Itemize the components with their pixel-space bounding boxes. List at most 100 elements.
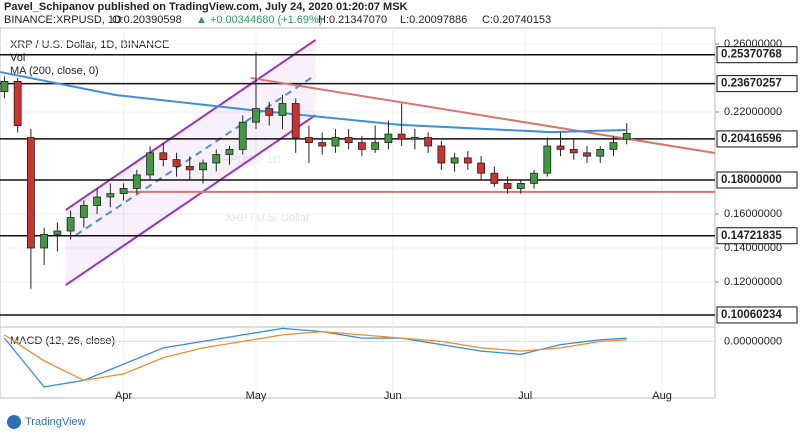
level-label: 0.18000000 <box>721 174 782 186</box>
legend-title: XRP / U.S. Dollar, 1D, BINANCE <box>10 39 169 51</box>
candle <box>410 129 419 150</box>
candle-body <box>410 137 419 140</box>
candle-body <box>53 230 62 235</box>
level-label: 0.23670257 <box>721 78 782 90</box>
candle-body <box>358 142 366 150</box>
candle <box>569 139 578 160</box>
candle <box>53 222 62 252</box>
candle-body <box>106 193 115 198</box>
candle <box>490 166 499 187</box>
candle <box>596 146 605 164</box>
candle-body <box>318 142 327 147</box>
candle-body <box>278 103 287 116</box>
candle-body <box>132 174 141 189</box>
y-tick-label: 0.16000000 <box>724 208 782 220</box>
candle <box>252 52 260 130</box>
candle <box>225 146 234 165</box>
candle-body <box>490 172 499 184</box>
candle <box>543 137 552 177</box>
level-label-box <box>716 75 798 93</box>
candle <box>503 176 512 194</box>
brand-logo <box>7 415 21 429</box>
candle-body <box>397 133 406 140</box>
candle <box>344 129 353 150</box>
candle <box>278 95 287 130</box>
candle-body <box>119 188 128 194</box>
candle-body <box>503 182 512 189</box>
candle-body <box>252 108 260 123</box>
level-label-box <box>716 130 798 148</box>
candle <box>238 115 247 155</box>
candle-body <box>40 233 49 249</box>
x-tick-label: May <box>246 390 267 402</box>
ohlc-text: C:0.20740153 <box>482 14 551 26</box>
candle <box>40 227 49 265</box>
candle-body <box>291 103 300 138</box>
ohlc-text: L:0.20097886 <box>400 14 467 26</box>
candle <box>159 142 168 167</box>
level-label: 0.10060234 <box>721 309 782 321</box>
ohlc-text: H:0.21347070 <box>318 14 387 26</box>
candle-body <box>79 205 88 218</box>
candle <box>172 152 181 177</box>
candle-body <box>516 182 525 189</box>
legend-ma: MA (200, close, 0) <box>10 65 99 77</box>
candle <box>132 169 141 194</box>
candle <box>66 210 75 240</box>
candle <box>384 120 393 150</box>
candle <box>13 78 22 133</box>
candle <box>26 129 35 289</box>
candle-body <box>344 137 353 144</box>
macd-line <box>4 330 627 382</box>
candle-body <box>159 152 168 161</box>
change-text: ▲ +0.00344680 (+1.69%) <box>196 14 322 26</box>
ma-line <box>0 71 626 134</box>
candle <box>397 103 406 147</box>
channel-mid <box>75 74 317 236</box>
candle <box>437 140 446 170</box>
x-tick-label: Jun <box>384 390 402 402</box>
candle <box>583 146 591 164</box>
candle <box>212 149 221 172</box>
candle-body <box>371 142 380 150</box>
candle-body <box>212 154 221 164</box>
candle <box>119 183 128 201</box>
trendline <box>250 77 716 154</box>
candle-body <box>463 157 472 164</box>
candle <box>93 188 101 214</box>
candle <box>450 152 459 172</box>
candle <box>556 132 565 157</box>
y-tick-label: 0.12000000 <box>724 276 782 288</box>
candle-body <box>477 162 485 174</box>
level-label: 0.25370768 <box>721 49 782 61</box>
candle <box>106 183 115 208</box>
candle <box>185 156 194 180</box>
candle <box>305 125 313 164</box>
candle <box>530 169 538 189</box>
candle-body <box>185 166 194 171</box>
candle-body <box>596 149 605 157</box>
channel-upper <box>65 39 317 211</box>
candle-body <box>199 162 207 171</box>
candle-body <box>238 121 247 150</box>
level-label-box <box>716 171 798 189</box>
candle-body <box>146 152 154 176</box>
x-tick-label: Aug <box>652 390 672 402</box>
candle <box>609 135 618 157</box>
brand: TradingView <box>25 416 86 428</box>
plot-frame <box>0 27 716 399</box>
level-label-box <box>716 46 798 64</box>
candle <box>199 159 207 184</box>
level-label-box <box>716 306 798 324</box>
level-label: 0.20416596 <box>721 133 782 145</box>
publisher: Pavel_Schipanov published on TradingView… <box>4 1 408 13</box>
candle-body <box>172 159 181 167</box>
candle <box>318 132 327 155</box>
x-tick-label: Jul <box>518 390 532 402</box>
candle <box>291 98 300 153</box>
candle <box>358 135 366 157</box>
candle <box>424 132 433 153</box>
